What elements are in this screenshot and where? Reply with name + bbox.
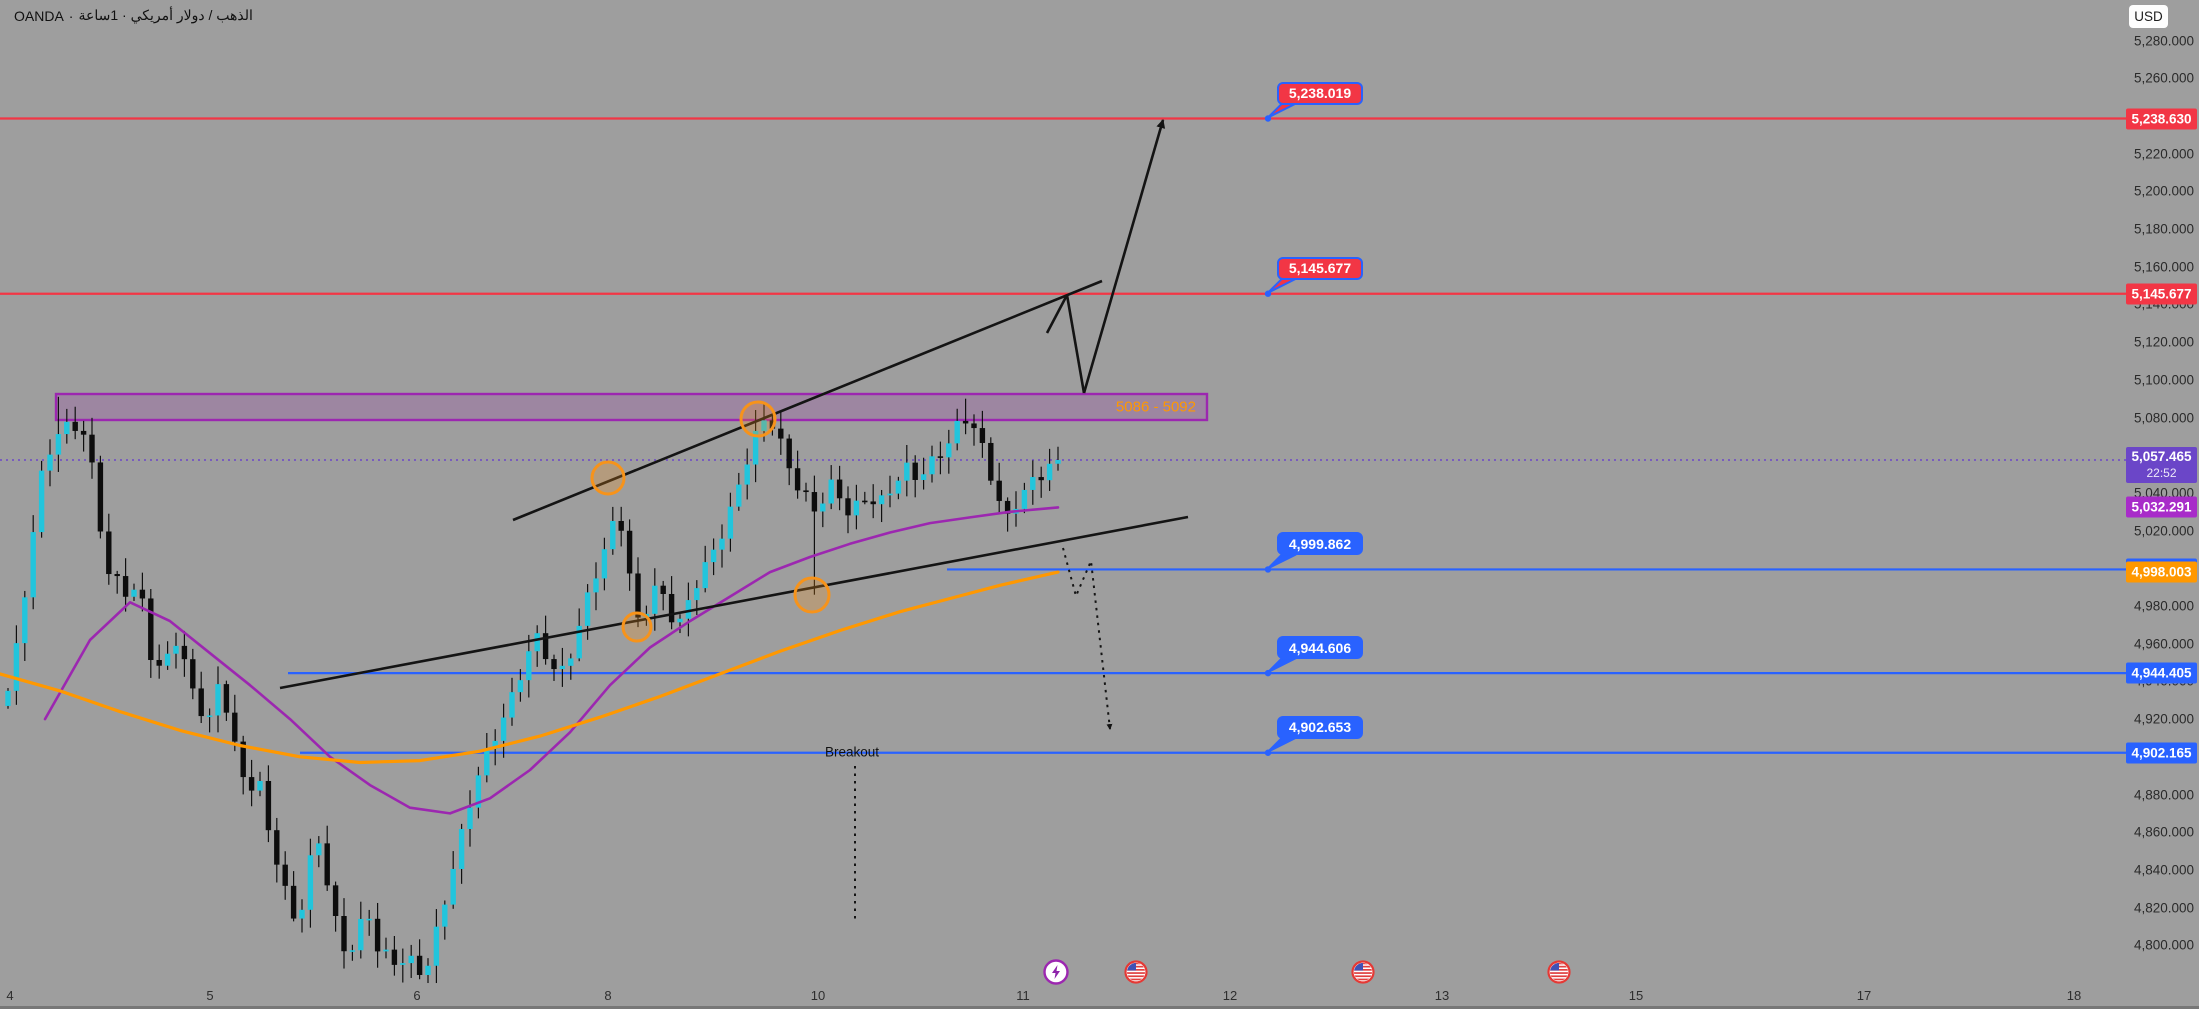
date-tick-label: 18 — [2066, 988, 2082, 1003]
price-tick-label: 4,800.000 — [2133, 937, 2194, 953]
us-flag-event-icon[interactable] — [1124, 960, 1148, 984]
date-tick-label: 11 — [1016, 988, 1030, 1003]
entry-circle-marker[interactable] — [590, 460, 626, 496]
trendline-drawings[interactable] — [279, 119, 1189, 922]
trend-line[interactable] — [279, 515, 1189, 690]
supply-zone[interactable] — [54, 392, 1209, 422]
us-flag-event-icon[interactable] — [1351, 960, 1375, 984]
entry-circle-marker[interactable] — [739, 400, 777, 438]
horizontal-price-lines[interactable] — [0, 117, 2126, 754]
price-alert-callout[interactable]: 4,902.653 — [1277, 715, 1363, 739]
price-tick-label: 5,080.000 — [2133, 410, 2194, 426]
entry-circle-marker[interactable] — [793, 576, 831, 614]
axis-price-label: 5,145.677 — [2126, 283, 2197, 305]
date-tick-label: 4 — [6, 988, 14, 1003]
event-icons[interactable] — [1043, 959, 1571, 985]
price-tick-label: 4,860.000 — [2133, 824, 2194, 840]
lightning-event-icon[interactable] — [1043, 959, 1069, 985]
price-alert-callout[interactable]: 5,238.019 — [1277, 81, 1363, 105]
price-tick-label: 5,260.000 — [2133, 70, 2194, 86]
ma-value-label: 4,998.003 — [2126, 561, 2197, 583]
date-tick-label: 15 — [1628, 988, 1644, 1003]
date-tick-label: 13 — [1434, 988, 1450, 1003]
current-price-value: 5,057.465 — [2131, 449, 2192, 464]
price-tick-label: 5,020.000 — [2133, 523, 2194, 539]
price-tick-label: 5,180.000 — [2133, 221, 2194, 237]
ma-value-label: 5,032.291 — [2126, 496, 2197, 518]
ma-fast-purple — [43, 506, 1060, 815]
axis-price-label: 4,944.405 — [2126, 662, 2197, 684]
price-tick-label: 4,840.000 — [2133, 862, 2194, 878]
price-tick-label: 5,220.000 — [2133, 146, 2194, 162]
trend-line[interactable] — [1045, 294, 1069, 334]
legend-separator: · — [68, 7, 74, 24]
pullback-dotted-path[interactable] — [1062, 547, 1113, 730]
trend-line[interactable] — [512, 279, 1103, 522]
lightning-bolt-glyph — [1052, 965, 1060, 979]
price-tick-label: 4,980.000 — [2133, 598, 2194, 614]
date-tick-label: 6 — [413, 988, 421, 1003]
price-tick-label: 4,820.000 — [2133, 900, 2194, 916]
price-tick-label: 5,040.000 — [2133, 485, 2194, 501]
date-tick-label: 10 — [810, 988, 826, 1003]
price-alert-callout[interactable]: 4,999.862 — [1277, 532, 1363, 556]
price-tick-label: 5,280.000 — [2133, 33, 2194, 49]
price-tick-label: 5,160.000 — [2133, 259, 2194, 275]
supply-zone-label: 5086 - 5092 — [1115, 398, 1196, 416]
current-price-label: 5,057.465 22:52 — [2126, 447, 2197, 483]
date-tick-label: 8 — [604, 988, 612, 1003]
us-flag-glyph — [1354, 963, 1372, 981]
axis-price-label: 4,902.165 — [2126, 742, 2197, 764]
us-flag-glyph — [1550, 963, 1568, 981]
price-tick-label: 5,120.000 — [2133, 334, 2194, 350]
ma-slow-orange — [0, 570, 1060, 765]
trend-line[interactable] — [1065, 294, 1086, 394]
date-tick-label: 5 — [206, 988, 214, 1003]
exchange-name: OANDA — [14, 7, 64, 24]
moving-averages — [0, 506, 1060, 815]
axis-price-label: 5,238.630 — [2126, 108, 2197, 129]
entry-circle-marker[interactable] — [621, 611, 653, 643]
bar-countdown: 22:52 — [2146, 466, 2177, 480]
date-tick-label: 17 — [1856, 988, 1872, 1003]
window-bottom-edge — [0, 1006, 2199, 1009]
us-flag-glyph — [1127, 963, 1145, 981]
candles — [5, 396, 1061, 984]
date-tick-label: 12 — [1222, 988, 1238, 1003]
currency-button[interactable]: USD — [2129, 5, 2168, 28]
price-tick-label: 4,920.000 — [2133, 711, 2194, 727]
symbol-description: الذهب / دولار أمريكي · 1ساعة — [78, 7, 253, 23]
price-tick-label: 4,880.000 — [2133, 787, 2194, 803]
breakout-text-label[interactable]: Breakout — [824, 744, 880, 760]
us-flag-event-icon[interactable] — [1547, 960, 1571, 984]
price-tick-label: 5,200.000 — [2133, 183, 2194, 199]
price-alert-callout[interactable]: 4,944.606 — [1277, 636, 1363, 660]
price-tick-label: 4,960.000 — [2133, 636, 2194, 652]
price-alert-callout[interactable]: 5,145.677 — [1277, 256, 1363, 280]
price-tick-label: 5,100.000 — [2133, 372, 2194, 388]
symbol-legend[interactable]: OANDA · الذهب / دولار أمريكي · 1ساعة — [14, 7, 253, 24]
supply-zone-rect[interactable] — [54, 392, 1209, 422]
projection-arrow[interactable] — [1082, 119, 1166, 394]
